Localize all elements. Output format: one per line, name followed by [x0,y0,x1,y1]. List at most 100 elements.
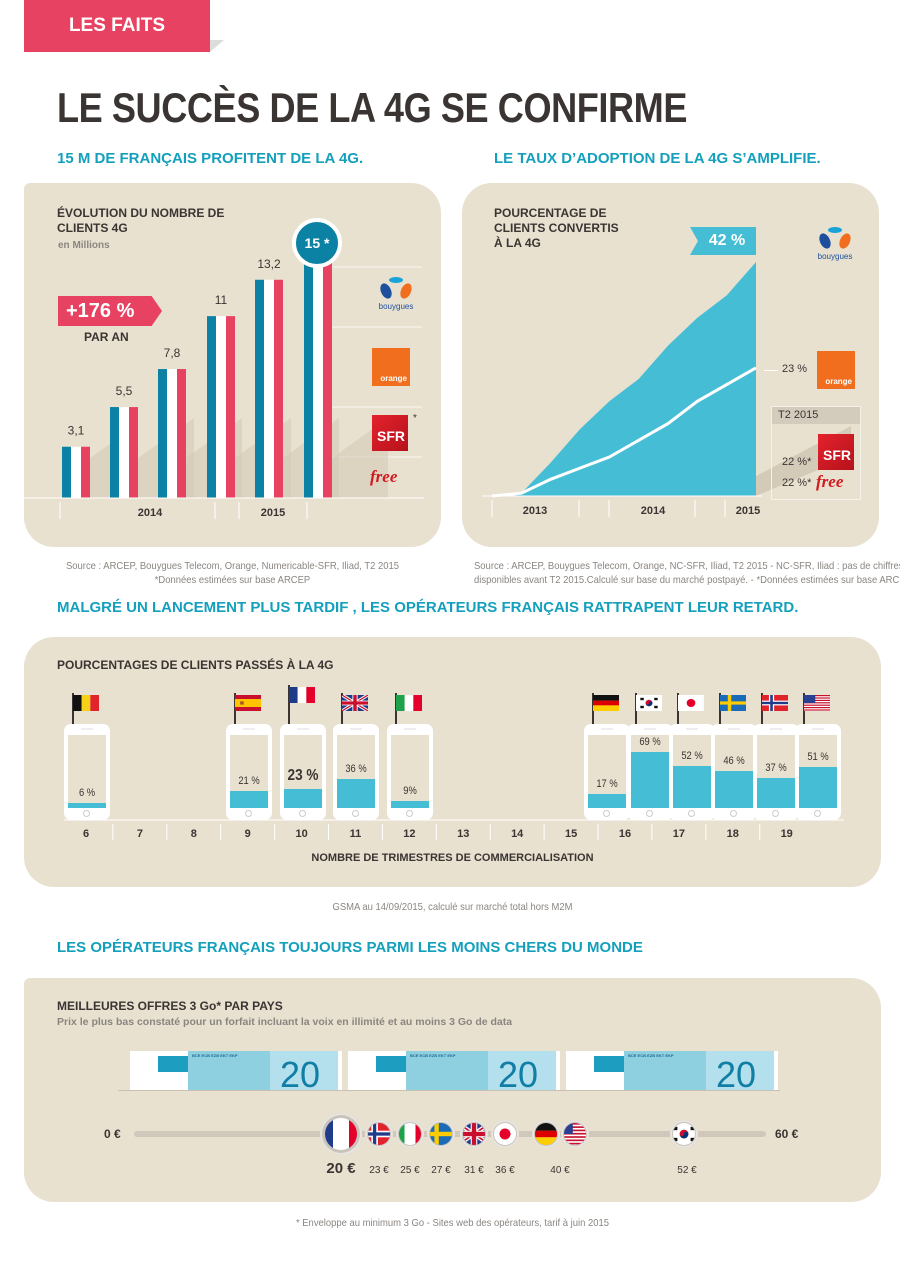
chart3-title: POURCENTAGES DE CLIENTS PASSÉS À LA 4G [57,658,334,672]
chart1-unit: en Millions [58,240,110,251]
flag-pole [592,693,594,724]
bouygues-text: bouygues [379,302,414,311]
section3-heading: MALGRÉ UN LANCEMENT PLUS TARDIF , LES OP… [57,599,799,616]
price-label-se: 27 € [431,1165,451,1176]
flag-no-icon [762,695,788,711]
phone-speaker [243,728,255,730]
phone-screen: 69 % [631,735,669,808]
phone-fill-bar [284,789,322,808]
flag-pole [635,693,637,724]
chart4-title: MEILLEURES OFFRES 3 Go* PAR PAYS [57,999,283,1013]
x-tick-2013: 2013 [523,505,547,517]
bar-q2-2014-red [129,407,138,498]
bar-q3-2014-red [177,369,186,498]
free-logo-icon: free [370,467,398,486]
price-point-kr [670,1120,698,1148]
flag-de-icon [535,1123,557,1145]
flag-coin-jp [494,1123,516,1145]
bar-q4-2014-blue [207,316,216,498]
price-max-label: 60 € [775,1127,799,1141]
chart3-source: GSMA au 14/09/2015, calculé sur marché t… [332,901,573,913]
bar-q2-2015-blue [304,250,313,498]
growth-badge: +176 % [58,296,162,326]
x-tick-label: 13 [457,828,469,840]
bill-value: 20 [498,1055,539,1091]
phone-fill-bar [757,777,795,808]
phone-value-label: 17 % [596,778,618,791]
bar-q2-2015-white [313,250,323,498]
bar-q3-2014-white [167,369,177,498]
bar-q4-2014-red [226,316,235,498]
phone-es: 21 % [226,724,272,820]
phone-speaker [644,728,656,730]
phone-fill-bar [391,800,429,808]
x-tick-label: 15 [565,828,577,840]
phone-us: 51 % [795,724,841,820]
bar-q3-2014-blue [158,369,167,498]
bill-panel [270,1051,338,1091]
phone-home-button [406,810,413,817]
phone-value-label: 9% [403,784,417,797]
chart3-axis-label: NOMBRE DE TRIMESTRES DE COMMERCIALISATIO… [311,852,594,864]
flag-es [235,695,261,711]
flag-pole [234,693,236,724]
phone-fill-bar [588,794,626,808]
phone-home-button [730,810,737,817]
phone-speaker [297,728,309,730]
chart2-title-line3: À LA 4G [494,236,541,250]
price-label-jp: 36 € [495,1165,515,1176]
section1-heading: 15 M DE FRANÇAIS PROFITENT DE LA 4G. [57,150,364,167]
x-tick-2015: 2015 [736,505,760,517]
bill-text: BCE ECB EZB EKT EKP [628,1053,674,1058]
flag-kr-icon [673,1123,695,1145]
bar-q1-2015-red [274,279,283,498]
page-title: LE SUCCÈS DE LA 4G SE CONFIRME [57,84,687,131]
chart4-subtitle: Prix le plus bas constaté pour un forfai… [57,1016,513,1028]
sfr-asterisk: * [413,413,417,424]
t2-2015-box: T2 2015 [771,406,861,500]
orange-line [491,366,757,498]
flag-coin-fr [325,1118,357,1150]
flag-fr [289,687,315,703]
phone-no: 37 % [753,724,799,820]
footnote: * Enveloppe au minimum 3 Go - Sites web … [295,1217,610,1229]
flag-gb-icon [463,1123,485,1145]
flag-gb [341,693,369,713]
bar-q2-2015-red [323,250,332,498]
orange-logo-icon: orange [372,348,410,386]
bar-q1-2014-blue [62,446,71,498]
sfr-logo-icon-2: SFR [818,434,854,470]
phone-speaker [728,728,740,730]
chart2-title-line2: CLIENTS CONVERTIS [494,221,619,235]
price-point-us [561,1120,589,1148]
x-tick-label: 18 [727,828,739,840]
chart1-title: ÉVOLUTION DU NOMBRE DE CLIENTS 4G [57,206,224,236]
price-point-it [396,1120,424,1148]
flag-us-icon [804,695,830,711]
phone-home-button [688,810,695,817]
bill-panel [706,1051,774,1091]
bar-q1-2014-red [81,446,90,498]
x-tick-label: 16 [619,828,631,840]
flag-se [720,695,746,711]
phone-screen: 17 % [588,735,626,808]
chart-clients-4g: 3,1 5,5 7,8 11 13,2 2014 2015 [24,250,424,519]
x-tick-label: 8 [191,828,197,840]
phone-home-button [352,810,359,817]
phone-fill-bar [715,770,753,808]
flag-coin-se [430,1123,452,1145]
flag-pole [761,693,763,724]
flag-fr-icon [289,687,315,703]
price-point-fr [320,1113,362,1155]
price-label-de: 40 € [550,1165,570,1176]
eu-flag-icon [594,1056,624,1072]
bouygues-area [492,262,756,496]
eu-flag-icon [158,1056,188,1072]
price-min-label: 0 € [104,1127,121,1141]
phone-screen: 6 % [68,735,106,808]
phone-fr: 23 % [280,724,326,820]
chart1-source: Source : ARCEP, Bouygues Telecom, Orange… [45,559,420,587]
orange-logo-text: orange [380,374,407,383]
bouygues-value-badge: 42 % [690,227,756,255]
flag-es-icon [235,695,261,711]
